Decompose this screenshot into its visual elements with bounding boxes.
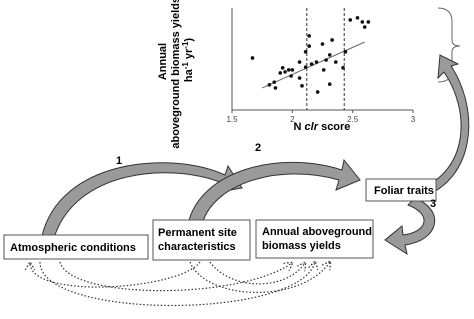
data-point (273, 86, 278, 90)
dotted-arrow (39, 262, 315, 307)
dotted-arrow (59, 262, 292, 292)
data-point (278, 71, 283, 75)
node-label: Atmospheric conditions (10, 242, 136, 254)
node-label: Annual aboveground (262, 226, 372, 238)
node-label: characteristics (158, 241, 236, 253)
data-point (341, 66, 345, 70)
x-axis-label: N clr score (294, 121, 351, 133)
node-label: Foliar traits (374, 185, 434, 197)
data-point (343, 50, 348, 54)
data-point (330, 38, 334, 42)
y-axis-label: Annual aboveground biomass yields (Mg ha… (157, 0, 195, 149)
step-number: 3 (430, 198, 436, 210)
data-point (283, 70, 287, 74)
step-number: 1 (116, 155, 122, 167)
data-point (366, 20, 371, 24)
data-point (272, 80, 277, 84)
node-box (255, 219, 374, 259)
data-point (250, 56, 255, 60)
data-point (289, 74, 293, 78)
data-point (297, 60, 302, 64)
data-point (267, 83, 272, 87)
data-point (321, 68, 326, 72)
data-point (314, 60, 319, 64)
arrow-1 (41, 162, 243, 239)
data-point (307, 34, 312, 38)
node-label: biomass yields (262, 240, 341, 252)
arrow-3 (384, 197, 436, 256)
x-tick-label: 3 (411, 115, 416, 124)
dotted-arrow (189, 262, 330, 293)
data-point (300, 84, 304, 88)
data-point (327, 82, 332, 86)
data-point (355, 16, 360, 20)
data-point (333, 60, 338, 64)
data-point (348, 18, 353, 22)
arrow-feedback (417, 54, 470, 199)
data-point (303, 50, 308, 54)
data-point (362, 25, 367, 29)
x-tick-label: 2.5 (347, 115, 359, 124)
dotted-arrow (30, 262, 201, 288)
dotted-arrow (209, 262, 305, 285)
x-tick-label: 2 (290, 115, 295, 124)
data-point (297, 76, 302, 80)
data-point (315, 90, 320, 94)
node-label: Permanent site (158, 227, 237, 239)
trend-line (261, 41, 365, 89)
data-point (327, 53, 332, 57)
node-box (152, 219, 251, 261)
data-point (360, 20, 365, 24)
node-box (365, 178, 437, 202)
data-point (303, 65, 308, 69)
data-point (307, 44, 312, 48)
data-point (324, 58, 328, 62)
arrow-2 (187, 158, 361, 225)
data-point (290, 68, 295, 72)
data-point (286, 68, 291, 72)
x-tick-label: 1.5 (226, 115, 238, 124)
data-point (280, 66, 285, 70)
node-box (3, 234, 149, 260)
data-point (309, 62, 314, 66)
data-point (320, 42, 325, 46)
step-number: 2 (255, 142, 261, 154)
